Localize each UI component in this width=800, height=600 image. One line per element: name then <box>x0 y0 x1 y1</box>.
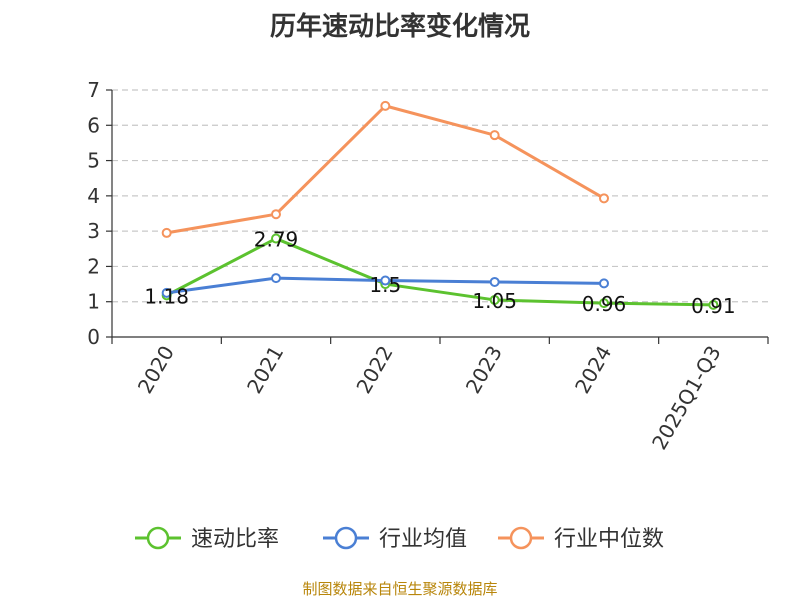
data-point <box>599 298 609 309</box>
data-label: 0.91 <box>691 294 736 318</box>
data-point <box>161 227 172 238</box>
data-label: 1.18 <box>144 284 189 308</box>
data-point <box>271 273 281 284</box>
chart-title: 历年速动比率变化情况 <box>269 12 530 42</box>
y-tick-label: 7 <box>87 78 100 102</box>
y-tick-label: 4 <box>87 184 100 208</box>
data-point <box>489 130 500 141</box>
data-point <box>708 299 719 310</box>
data-point <box>380 275 391 286</box>
legend-label: 速动比率 <box>191 527 279 552</box>
data-point <box>489 294 500 305</box>
y-tick-label: 5 <box>87 149 100 173</box>
data-point <box>489 276 500 287</box>
data-label: 2.79 <box>254 228 299 252</box>
x-tick-label: 2022 <box>351 342 397 398</box>
data-point <box>271 209 281 220</box>
x-tick-label: 2023 <box>461 341 507 397</box>
y-tick-label: 1 <box>87 290 100 314</box>
data-label: 1.5 <box>369 273 401 297</box>
data-point <box>599 278 609 289</box>
x-tick-label: 2025Q1-Q3 <box>647 342 726 454</box>
x-tick-label: 2020 <box>133 342 179 398</box>
series-line-0 <box>165 237 714 307</box>
y-tick-label: 3 <box>87 219 100 243</box>
source-footer: 制图数据来自恒生聚源数据库 <box>302 580 498 598</box>
data-point <box>161 287 172 298</box>
data-label: 1.05 <box>472 289 517 313</box>
data-label: 0.96 <box>582 292 627 316</box>
data-point <box>599 193 609 204</box>
legend-swatch-marker <box>509 526 533 550</box>
data-point <box>271 233 281 244</box>
x-tick-label: 2024 <box>570 342 616 398</box>
y-tick-label: 0 <box>87 325 100 349</box>
data-point <box>380 100 391 111</box>
x-tick-label: 2021 <box>242 342 288 398</box>
legend-swatch-marker <box>334 526 358 550</box>
legend-label: 行业中位数 <box>554 527 664 552</box>
y-tick-label: 6 <box>87 113 100 137</box>
y-tick-label: 2 <box>87 254 100 278</box>
legend-label: 行业均值 <box>379 527 467 552</box>
legend-swatch-marker <box>146 526 170 550</box>
